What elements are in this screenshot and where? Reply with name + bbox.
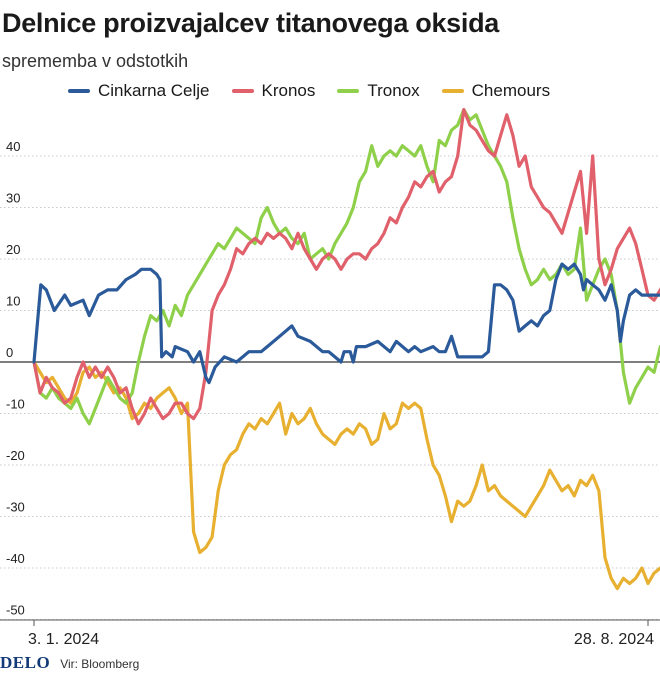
x-axis: 3. 1. 2024 28. 8. 2024 bbox=[0, 619, 660, 648]
x-tick-label: 3. 1. 2024 bbox=[28, 631, 99, 648]
legend-item-chemours: Chemours bbox=[441, 81, 551, 101]
legend-label: Tronox bbox=[367, 81, 420, 100]
legend-swatch bbox=[68, 89, 90, 93]
legend-label: Cinkarna Celje bbox=[98, 81, 210, 100]
series-line-chemours bbox=[32, 360, 660, 591]
x-tick-label: 28. 8. 2024 bbox=[574, 631, 654, 648]
y-tick-label: 0 bbox=[6, 345, 13, 360]
legend-label: Chemours bbox=[471, 81, 551, 100]
legend-item-cinkarna: Cinkarna Celje bbox=[68, 81, 210, 101]
y-tick-label: -50 bbox=[6, 603, 25, 618]
y-tick-label: 30 bbox=[6, 191, 20, 206]
series-line-tronox bbox=[32, 108, 660, 426]
legend-swatch bbox=[337, 89, 360, 93]
legend-label: Kronos bbox=[261, 81, 316, 100]
series-line-cinkarna-celje bbox=[32, 262, 660, 385]
delo-logo: DELO bbox=[0, 653, 51, 672]
series-line-kronos bbox=[32, 108, 660, 426]
y-tick-label: -20 bbox=[6, 448, 25, 463]
y-tick-label: 40 bbox=[6, 139, 20, 154]
y-tick-label: 10 bbox=[6, 294, 20, 309]
legend: Cinkarna Celje Kronos Tronox Chemours bbox=[68, 81, 550, 101]
y-tick-label: -40 bbox=[6, 551, 25, 566]
y-axis-labels: 40 30 20 10 0 -10 -20 -30 -40 -50 bbox=[6, 139, 25, 618]
y-tick-label: -10 bbox=[6, 397, 25, 412]
series-lines bbox=[32, 108, 660, 591]
gridlines bbox=[0, 155, 660, 620]
chart-title: Delnice proizvajalcev titanovega oksida bbox=[2, 8, 500, 38]
legend-swatch bbox=[231, 89, 254, 93]
y-tick-label: -30 bbox=[6, 500, 25, 515]
y-tick-label: 20 bbox=[6, 242, 20, 257]
source-note: Vir: Bloomberg bbox=[60, 657, 140, 671]
footer: DELO Vir: Bloomberg bbox=[0, 653, 139, 673]
legend-item-kronos: Kronos bbox=[231, 81, 316, 101]
legend-item-tronox: Tronox bbox=[337, 81, 420, 101]
legend-swatch bbox=[441, 89, 464, 93]
chart-subtitle: sprememba v odstotkih bbox=[2, 51, 189, 71]
